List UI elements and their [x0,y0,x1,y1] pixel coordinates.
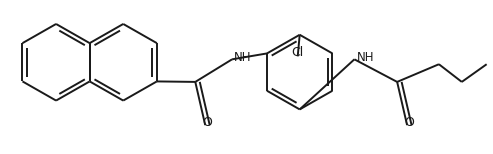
Text: O: O [404,116,414,129]
Text: O: O [203,116,212,129]
Text: NH: NH [356,51,374,64]
Text: Cl: Cl [291,46,304,59]
Text: NH: NH [234,51,251,64]
